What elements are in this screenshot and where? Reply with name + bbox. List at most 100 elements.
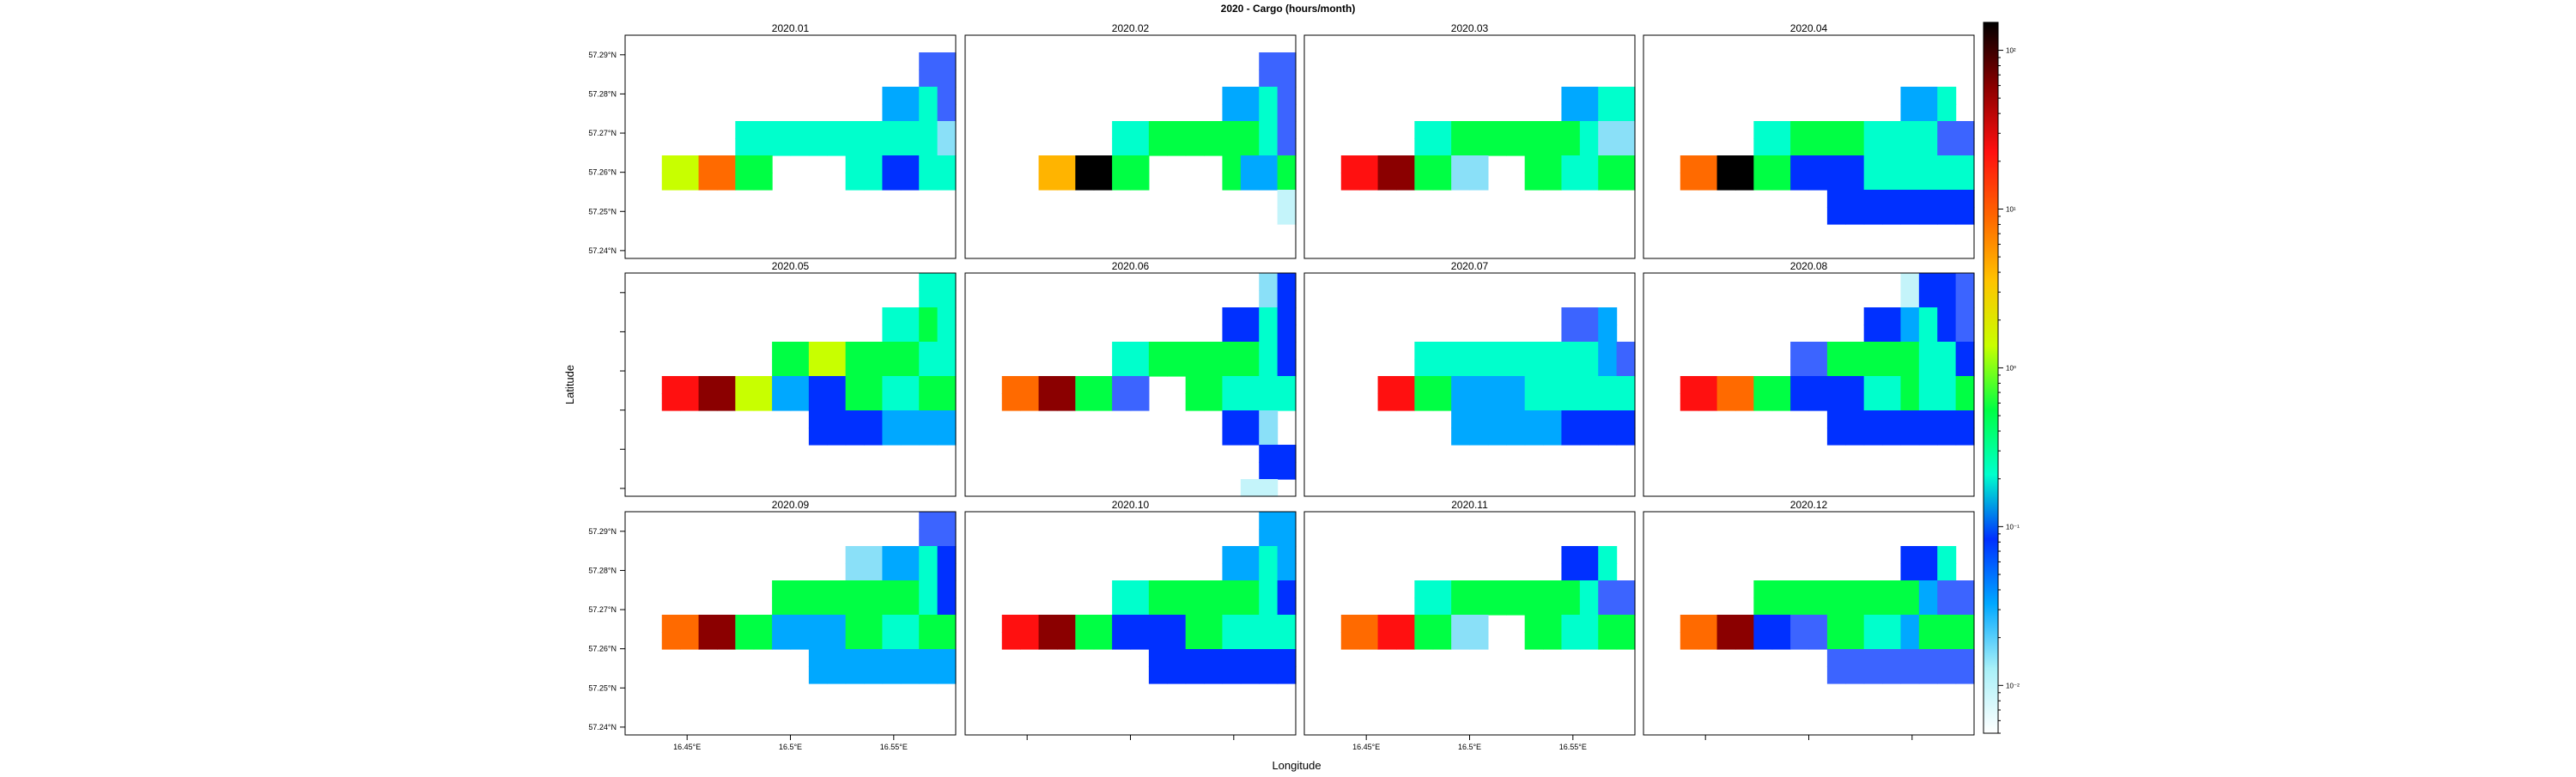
heat-cell: [1524, 580, 1544, 598]
heat-cell: [1579, 121, 1599, 139]
heat-cell: [1616, 138, 1636, 156]
heat-cell: [1826, 428, 1846, 446]
panel-border: [964, 272, 1297, 497]
heat-cell: [1561, 546, 1581, 564]
heat-cell: [882, 104, 902, 122]
heat-cell: [1487, 580, 1507, 598]
heat-cell: [1937, 273, 1957, 291]
heat-cell: [1259, 445, 1279, 463]
panel-title: 2020.03: [1451, 22, 1489, 34]
heat-cell: [1863, 580, 1883, 598]
heat-cell: [937, 342, 957, 360]
heat-cell: [772, 393, 792, 411]
heat-cell: [1020, 632, 1040, 650]
heat-cell: [845, 649, 865, 667]
heat-cell: [1955, 598, 1975, 616]
heat-cell: [1900, 546, 1920, 564]
heat-cell: [1771, 173, 1791, 191]
heat-cell: [1056, 376, 1076, 394]
heat-cell: [1524, 155, 1544, 173]
heat-cell: [1277, 649, 1297, 667]
heat-cell: [1698, 155, 1718, 173]
heat-cell: [1826, 376, 1846, 394]
heat-cell: [919, 173, 939, 191]
heat-cell: [680, 155, 700, 173]
heat-cell: [1130, 580, 1150, 598]
heat-cell: [808, 649, 828, 667]
panel-title: 2020.05: [772, 260, 810, 272]
heat-cell: [1753, 598, 1773, 616]
heat-cell: [1148, 580, 1168, 598]
heat-cell: [1900, 410, 1920, 428]
heat-cell: [1918, 649, 1938, 667]
heat-cell: [1414, 580, 1434, 598]
heat-cell: [1395, 155, 1415, 173]
heat-cell: [1937, 598, 1957, 616]
heat-cell: [1277, 529, 1297, 547]
heat-cell: [1863, 393, 1883, 411]
panel-2020.01: 2020.01: [624, 22, 957, 259]
heat-cell: [772, 376, 792, 394]
heat-cell: [1001, 615, 1021, 633]
heat-cell: [808, 580, 828, 598]
heat-cell: [1561, 393, 1581, 411]
panel-2020.09: 2020.09: [624, 499, 957, 736]
heat-cell: [1882, 376, 1902, 394]
heat-cell: [864, 342, 884, 360]
heat-cell: [1790, 138, 1810, 156]
heat-cell: [680, 615, 700, 633]
heat-cell: [1340, 155, 1360, 173]
heat-cell: [882, 376, 902, 394]
heat-cell: [1240, 307, 1260, 325]
heat-cell: [1148, 615, 1168, 633]
heat-cell: [1561, 563, 1581, 581]
heat-cell: [1616, 615, 1636, 633]
heat-cell: [1001, 393, 1021, 411]
heat-cell: [1222, 649, 1242, 667]
heat-cell: [1918, 410, 1938, 428]
heat-cell: [1863, 598, 1883, 616]
heat-cell: [1487, 121, 1507, 139]
heat-cell: [1579, 342, 1599, 360]
heat-cell: [1277, 666, 1297, 684]
heat-cell: [1167, 121, 1187, 139]
heat-cell: [1259, 428, 1279, 446]
heat-cell: [937, 307, 957, 325]
heat-cell: [1937, 649, 1957, 667]
heat-cell: [1845, 580, 1865, 598]
heat-cell: [1561, 598, 1581, 616]
heat-cell: [1185, 342, 1205, 360]
heat-cell: [1359, 632, 1379, 650]
heat-cell: [1845, 155, 1865, 173]
heat-cell: [1882, 393, 1902, 411]
heat-cell: [864, 410, 884, 428]
heat-cell: [827, 393, 847, 411]
heat-cell: [1377, 376, 1397, 394]
heat-cell: [1598, 87, 1618, 105]
heat-cell: [1616, 376, 1636, 394]
heat-cell: [1414, 138, 1434, 156]
heat-cell: [1937, 104, 1957, 122]
heat-cell: [1259, 87, 1279, 105]
panel-2020.03: 2020.03: [1303, 22, 1636, 259]
y-tick-label: 57.28°N: [588, 89, 617, 98]
heat-cell: [1937, 359, 1957, 377]
heat-cell: [1790, 598, 1810, 616]
heat-cell: [1359, 615, 1379, 633]
panel-border: [1303, 34, 1636, 259]
heat-cell: [1918, 615, 1938, 633]
heat-cell: [1716, 155, 1736, 173]
heat-cell: [919, 428, 939, 446]
heat-cell: [1340, 173, 1360, 191]
heat-cell: [1259, 580, 1279, 598]
heat-cell: [1524, 359, 1544, 377]
heat-cell: [1598, 342, 1618, 360]
heat-cell: [1340, 615, 1360, 633]
heat-cell: [1075, 173, 1095, 191]
heat-cell: [937, 173, 957, 191]
heat-cell: [1937, 207, 1957, 225]
x-tick-label: 16.5°E: [779, 743, 802, 751]
heat-cell: [1148, 649, 1168, 667]
heat-cell: [1240, 649, 1260, 667]
panel-2020.02: 2020.02: [964, 22, 1297, 259]
